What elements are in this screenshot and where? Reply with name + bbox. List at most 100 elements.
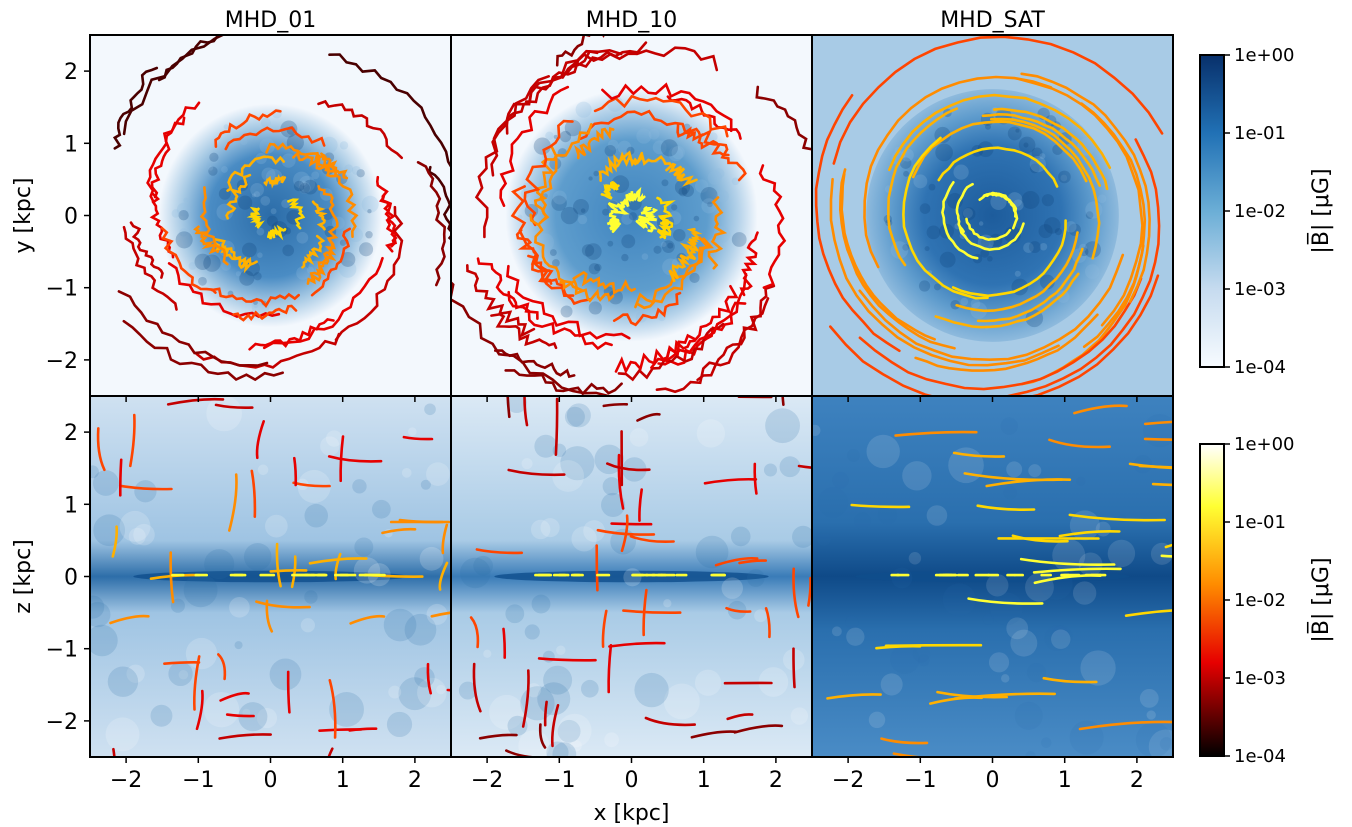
field-streamline xyxy=(1080,102,1147,348)
colorbar-tick-label: 1e+00 xyxy=(1234,45,1295,66)
turbulence-blob xyxy=(298,175,316,193)
turbulence-blob xyxy=(386,711,413,738)
field-streamline xyxy=(112,747,116,757)
turbulence-blob xyxy=(552,190,567,205)
turbulence-blob xyxy=(1085,211,1094,219)
turbulence-blob xyxy=(256,707,278,729)
turbulence-blob xyxy=(926,505,948,526)
turbulence-blob xyxy=(1060,174,1068,182)
y-tick-label: −2 xyxy=(46,349,78,374)
turbulence-blob xyxy=(293,171,310,189)
field-streamline xyxy=(475,548,524,555)
turbulence-blob xyxy=(933,283,941,291)
turbulence-blob xyxy=(667,242,674,249)
turbulence-blob xyxy=(681,184,695,197)
turbulence-blob xyxy=(594,263,602,272)
colorbar-tick-label: 1e-04 xyxy=(1234,746,1286,767)
field-streamline xyxy=(967,597,1044,605)
field-streamline xyxy=(937,146,1059,188)
turbulence-blob xyxy=(489,694,524,730)
turbulence-blob xyxy=(1107,539,1136,568)
turbulence-blob xyxy=(564,119,582,137)
turbulence-blob xyxy=(221,166,228,173)
turbulence-blob xyxy=(731,232,747,247)
turbulence-blob xyxy=(483,649,492,658)
field-streamline xyxy=(951,219,1067,298)
turbulence-blob xyxy=(304,590,318,604)
x-tick-label: −1 xyxy=(543,768,575,793)
field-streamline xyxy=(213,238,258,269)
turbulence-blob xyxy=(899,157,912,169)
field-streamline xyxy=(574,127,615,160)
turbulence-blob xyxy=(939,251,956,268)
field-streamline xyxy=(676,123,730,157)
field-streamline xyxy=(638,488,643,522)
field-streamline xyxy=(157,35,222,82)
turbulence-blob xyxy=(1085,201,1103,219)
turbulence-blob xyxy=(628,212,638,221)
turbulence-blob xyxy=(588,263,601,275)
turbulence-blob xyxy=(608,289,623,305)
field-streamline xyxy=(122,225,178,311)
turbulence-blob xyxy=(235,271,242,277)
turbulence-blob xyxy=(908,552,922,565)
field-streamline xyxy=(703,477,758,485)
field-streamline xyxy=(976,504,1036,511)
turbulence-blob xyxy=(962,208,973,219)
turbulence-blob xyxy=(1133,455,1153,474)
field-streamline xyxy=(880,737,929,745)
x-tick-label: −2 xyxy=(832,768,864,793)
field-streamline xyxy=(902,136,989,300)
field-streamline xyxy=(726,713,754,721)
turbulence-blob xyxy=(524,624,540,640)
y-axis-label-top: y [kpc] xyxy=(11,178,36,254)
field-streamline xyxy=(224,126,326,151)
field-streamline xyxy=(1124,609,1173,617)
turbulence-blob xyxy=(300,180,307,186)
field-streamline xyxy=(469,616,480,649)
turbulence-blob xyxy=(128,527,146,545)
field-streamline xyxy=(642,588,648,637)
turbulence-blob xyxy=(880,673,903,696)
field-streamline xyxy=(625,186,646,203)
turbulence-blob xyxy=(185,637,218,670)
turbulence-blob xyxy=(623,568,642,587)
field-streamline xyxy=(858,253,1125,362)
turbulence-blob xyxy=(571,526,597,552)
turbulence-blob xyxy=(419,546,444,571)
field-streamline xyxy=(606,462,651,472)
turbulence-blob xyxy=(168,661,193,686)
turbulence-blob xyxy=(436,684,446,695)
turbulence-blob xyxy=(259,138,276,154)
colorbar-gradient xyxy=(1199,54,1225,368)
turbulence-blob xyxy=(1021,190,1040,209)
field-streamline xyxy=(602,402,629,408)
turbulence-blob xyxy=(175,231,193,249)
field-streamline xyxy=(334,552,342,581)
turbulence-blob xyxy=(533,137,551,155)
turbulence-blob xyxy=(593,170,599,177)
field-streamline xyxy=(764,607,771,639)
turbulence-blob xyxy=(585,243,602,260)
field-streamline xyxy=(504,369,623,396)
field-streamline xyxy=(1160,554,1173,558)
turbulence-blob xyxy=(133,523,155,546)
turbulence-blob xyxy=(551,195,567,211)
field-streamline xyxy=(521,669,530,728)
field-streamline xyxy=(199,186,229,266)
field-streamline xyxy=(978,192,1016,210)
field-streamline xyxy=(527,254,593,306)
field-streamline xyxy=(990,117,1101,260)
field-streamline xyxy=(686,227,705,261)
turbulence-blob xyxy=(1072,581,1097,605)
turbulence-blob xyxy=(707,170,722,185)
turbulence-blob xyxy=(604,144,617,157)
y-tick-label: −1 xyxy=(46,638,78,663)
turbulence-blob xyxy=(1038,224,1053,239)
turbulence-blob xyxy=(320,436,340,456)
turbulence-blob xyxy=(559,130,572,143)
field-streamline xyxy=(620,514,629,552)
field-streamline xyxy=(320,152,359,238)
turbulence-blob xyxy=(253,303,258,309)
